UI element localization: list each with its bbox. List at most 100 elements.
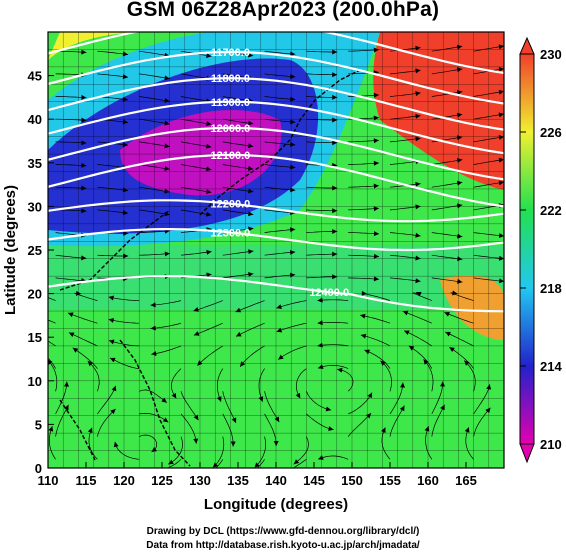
- wind-streamline: [389, 137, 421, 143]
- wind-streamline: [264, 251, 296, 256]
- wind-streamline: [348, 49, 379, 52]
- height-contour-line: [48, 199, 504, 223]
- credit-dcl: Drawing by DCL (https://www.gfd-dennou.o…: [146, 526, 420, 537]
- x-tick-label: 150: [341, 473, 363, 488]
- x-tick-label: 130: [189, 473, 211, 488]
- x-tick-label: 125: [151, 473, 173, 488]
- wind-arrowhead: [111, 385, 117, 392]
- wind-streamline: [389, 254, 421, 259]
- wind-streamline: [97, 254, 129, 257]
- wind-streamline: [180, 413, 197, 444]
- wind-streamline: [222, 118, 254, 125]
- wind-streamline: [97, 50, 129, 55]
- wind-streamline: [264, 228, 296, 233]
- wind-streamline: [55, 404, 69, 437]
- wind-arrowhead: [381, 427, 386, 433]
- wind-streamline: [97, 385, 116, 415]
- wind-streamline: [222, 164, 254, 170]
- wind-arrowhead: [332, 94, 338, 100]
- x-tick-label: 160: [417, 473, 439, 488]
- wind-arrowhead: [81, 140, 87, 146]
- wind-streamline: [222, 186, 254, 193]
- wind-arrowhead: [399, 405, 405, 412]
- wind-arrowhead: [499, 255, 504, 261]
- wind-arrowhead: [360, 333, 367, 339]
- wind-arrowhead: [415, 68, 421, 74]
- colorbar-tick-label: 214: [540, 359, 562, 374]
- map-title: GSM 06Z28Apr2023 (200.0hPa): [126, 0, 440, 21]
- y-tick-label: 20: [28, 287, 42, 302]
- height-contour-label: 11700.0: [211, 47, 250, 59]
- wind-arrowhead: [64, 381, 70, 387]
- wind-streamline: [364, 349, 391, 369]
- wind-streamline: [431, 68, 463, 75]
- wind-arrowhead: [318, 455, 324, 460]
- wind-streamline: [150, 322, 182, 329]
- height-contour-line: [48, 77, 504, 131]
- wind-arrowhead: [373, 276, 379, 282]
- wind-streamline: [264, 118, 296, 123]
- wind-streamline: [235, 322, 265, 337]
- wind-arrowhead: [231, 417, 237, 423]
- wind-arrowhead: [373, 206, 379, 212]
- height-contour-label: 12100.0: [211, 150, 251, 162]
- wind-arrowhead: [444, 311, 450, 317]
- wind-streamline: [389, 382, 404, 415]
- wind-arrowhead: [332, 229, 338, 235]
- wind-streamline: [450, 292, 474, 301]
- colorbar-tick-label: 230: [540, 47, 562, 62]
- wind-arrowhead: [373, 160, 379, 166]
- wind-arrowhead: [123, 253, 129, 259]
- wind-streamline: [389, 405, 405, 437]
- wind-arrowhead: [400, 382, 406, 388]
- map-gridlines: [48, 32, 504, 468]
- wind-arrowhead: [81, 162, 87, 168]
- wind-streamline: [317, 455, 349, 460]
- wind-arrowhead: [248, 271, 254, 277]
- wind-arrowhead: [212, 462, 219, 468]
- wind-streamline: [295, 368, 307, 399]
- wind-arrowhead: [68, 332, 75, 337]
- colorbar-tick-label: 226: [540, 125, 562, 140]
- x-tick-label: 140: [265, 473, 287, 488]
- wind-streamline: [431, 277, 463, 283]
- wind-arrowhead: [415, 255, 421, 261]
- wind-arrowhead: [332, 185, 338, 191]
- wind-streamline: [292, 459, 307, 468]
- wind-streamline: [239, 345, 265, 368]
- wind-streamline: [139, 389, 168, 403]
- wind-streamline: [389, 277, 421, 282]
- x-axis-label: Longitude (degrees): [204, 496, 348, 513]
- wind-streamline: [317, 344, 349, 347]
- x-tick-label: 115: [76, 473, 97, 488]
- x-tick-label: 110: [38, 473, 59, 488]
- wind-arrowhead: [108, 339, 115, 345]
- wind-arrowhead: [81, 49, 87, 55]
- wind-arrowhead: [415, 232, 421, 238]
- wind-arrowhead: [247, 211, 254, 217]
- wind-arrowhead: [445, 331, 451, 337]
- wind-streamline: [168, 436, 183, 465]
- wind-streamline: [264, 391, 280, 423]
- wind-streamline: [48, 359, 58, 392]
- wind-streamline: [197, 345, 223, 366]
- wind-streamline: [114, 441, 140, 460]
- y-tick-label: 45: [28, 69, 42, 84]
- y-axis-ticks: 0 5 10 15 20 25 30 35 40 45: [28, 69, 54, 476]
- wind-arrowhead: [206, 121, 212, 126]
- wind-streamline: [431, 159, 463, 165]
- wind-streamline: [306, 413, 334, 430]
- wind-arrowhead: [164, 188, 170, 194]
- height-contour-line: [48, 153, 504, 208]
- wind-streamline: [222, 209, 254, 215]
- wind-streamline: [444, 312, 474, 324]
- wind-arrowhead: [81, 255, 87, 261]
- height-contour-line: [48, 32, 504, 74]
- wind-streamline: [473, 407, 491, 437]
- wind-arrowhead: [373, 231, 379, 237]
- wind-streamline: [180, 186, 212, 193]
- x-axis-ticks: 110 115 120 125 130 135 140 145 150 155 160 165: [38, 462, 477, 488]
- wind-arrowhead: [452, 290, 458, 296]
- wind-arrowhead: [485, 407, 491, 414]
- wind-streamline: [389, 205, 421, 211]
